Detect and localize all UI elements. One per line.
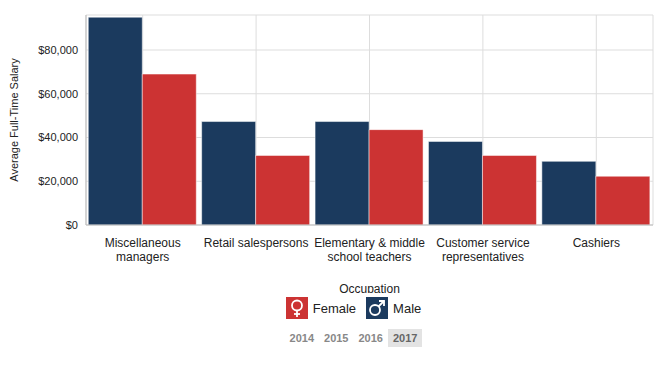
svg-text:$40,000: $40,000 — [38, 131, 78, 143]
svg-text:Miscellaneousmanagers: Miscellaneousmanagers — [105, 236, 181, 264]
svg-text:$20,000: $20,000 — [38, 175, 78, 187]
svg-text:Average Full-Time Salary: Average Full-Time Salary — [8, 58, 20, 182]
html-text:Female: Female — [312, 300, 357, 316]
svg-text:Customer servicerepresentative: Customer servicerepresentatives — [436, 236, 530, 264]
svg-text:$60,000: $60,000 — [38, 88, 78, 100]
html-text:2017: 2017 — [393, 332, 418, 344]
svg-text:Cashiers: Cashiers — [573, 236, 620, 250]
svg-text:Elementary & middleschool teac: Elementary & middleschool teachers — [314, 236, 425, 264]
svg-text:$80,000: $80,000 — [38, 44, 78, 56]
svg-text:$0: $0 — [66, 219, 78, 231]
svg-text:Occupation: Occupation — [339, 282, 400, 293]
html-text:2016: 2016 — [358, 332, 383, 344]
html-text:2014: 2014 — [289, 332, 314, 344]
svg-text:Retail salespersons: Retail salespersons — [204, 236, 309, 250]
html-text:2015: 2015 — [324, 332, 349, 344]
html-text:Male: Male — [393, 300, 422, 316]
